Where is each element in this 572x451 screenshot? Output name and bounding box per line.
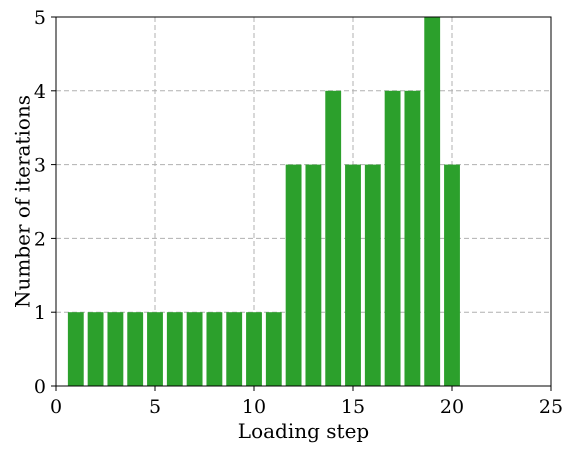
x-axis-label: Loading step: [238, 419, 369, 443]
bar-step-8: [206, 312, 223, 386]
bar-step-9: [226, 312, 243, 386]
x-tick-label: 5: [149, 396, 161, 418]
bar-step-14: [325, 90, 342, 387]
bar-step-7: [186, 312, 203, 386]
bar-step-20: [444, 164, 460, 386]
bar-step-6: [166, 312, 183, 386]
bar-step-12: [285, 164, 302, 386]
bars: [67, 17, 460, 387]
tick-labels: 0 5 10 15 20 25 0 1 2 3 4 5: [34, 7, 563, 418]
y-axis-label: Number of iterations: [11, 95, 35, 308]
bar-step-2: [87, 312, 104, 386]
y-tick-label: 0: [34, 376, 46, 398]
x-tick-label: 20: [440, 396, 464, 418]
bar-step-19: [424, 17, 441, 386]
y-tick-label: 1: [34, 302, 46, 324]
bar-step-5: [147, 312, 163, 386]
plot-frame: [55, 16, 552, 387]
y-tick-label: 4: [34, 81, 46, 103]
bar-step-13: [305, 164, 322, 386]
bar-step-3: [107, 312, 124, 386]
axis-ticks: [51, 16, 552, 391]
y-tick-label: 5: [34, 7, 46, 29]
y-tick-label: 3: [34, 155, 46, 177]
bar-step-15: [345, 164, 361, 386]
y-tick-label: 2: [34, 228, 46, 250]
bar-step-4: [127, 312, 144, 386]
bar-step-11: [265, 312, 282, 386]
bar-step-1: [67, 312, 84, 386]
x-tick-label: 15: [341, 396, 365, 418]
x-tick-label: 0: [50, 396, 62, 418]
bar-step-10: [246, 312, 262, 386]
bar-step-17: [384, 90, 401, 387]
x-tick-label: 10: [242, 396, 266, 418]
bar-step-18: [404, 90, 421, 387]
x-tick-label: 25: [539, 396, 563, 418]
bar-step-16: [364, 164, 381, 386]
